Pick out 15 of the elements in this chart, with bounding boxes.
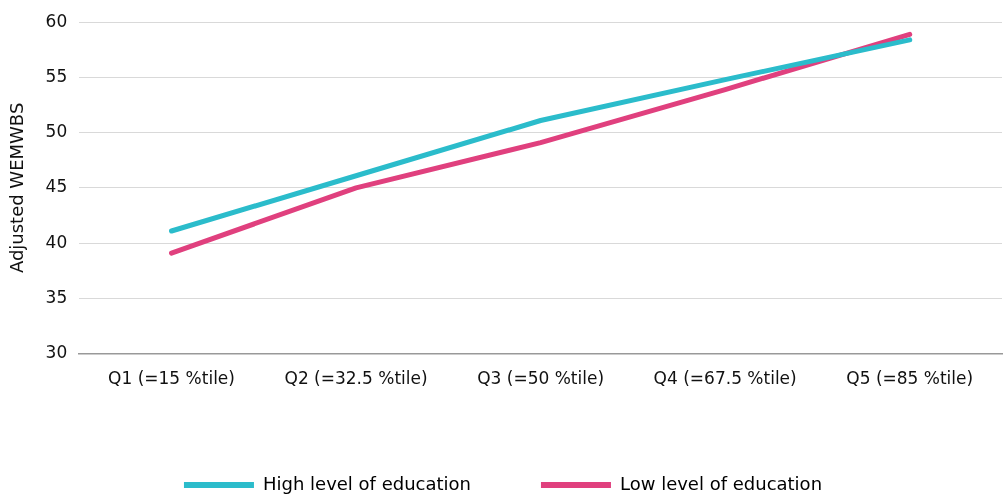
y-tick-label: 55 (45, 65, 68, 86)
legend-label: High level of education (262, 472, 471, 494)
y-tick-label: 40 (45, 231, 68, 252)
y-tick-label: 60 (45, 10, 68, 31)
x-tick-label: Q1 (=15 %tile) (108, 368, 235, 389)
y-tick-label: 30 (45, 342, 68, 363)
x-tick-label: Q4 (=67.5 %tile) (653, 368, 797, 389)
legend-label: Low level of education (619, 472, 823, 494)
y-tick-label: 45 (45, 176, 68, 197)
x-tick-label: Q5 (=85 %tile) (846, 368, 974, 389)
y-axis-title: Adjusted WEMWBS (6, 102, 28, 274)
y-tick-label: 35 (45, 286, 68, 307)
x-tick-label: Q3 (=50 %tile) (477, 368, 605, 389)
x-tick-label: Q2 (=32.5 %tile) (284, 368, 428, 389)
y-tick-label: 50 (45, 121, 68, 142)
